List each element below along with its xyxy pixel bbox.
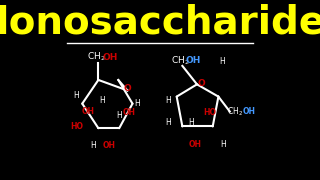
Text: Monosaccharides: Monosaccharides <box>0 4 320 42</box>
Text: H: H <box>220 140 226 149</box>
Text: H: H <box>134 99 140 108</box>
Text: OH: OH <box>123 108 136 117</box>
Text: O: O <box>197 79 205 88</box>
Text: H: H <box>165 118 171 127</box>
Text: H: H <box>90 141 96 150</box>
Text: OH: OH <box>189 140 202 149</box>
Text: OH: OH <box>82 107 95 116</box>
Text: CH$_2$: CH$_2$ <box>171 54 189 67</box>
Text: H: H <box>73 91 78 100</box>
Text: OH: OH <box>186 56 201 65</box>
Text: H: H <box>219 57 225 66</box>
Text: OH: OH <box>102 53 118 62</box>
Text: HO: HO <box>70 122 84 131</box>
Text: H: H <box>188 118 194 127</box>
Text: OH: OH <box>242 107 255 116</box>
Text: CH$_2$: CH$_2$ <box>227 106 243 118</box>
Text: O: O <box>124 84 132 93</box>
Text: H: H <box>165 96 171 105</box>
Text: CH$_2$: CH$_2$ <box>87 51 105 63</box>
Text: HO: HO <box>204 108 217 117</box>
Text: OH: OH <box>103 141 116 150</box>
Text: H: H <box>99 96 105 105</box>
Text: H: H <box>116 111 122 120</box>
